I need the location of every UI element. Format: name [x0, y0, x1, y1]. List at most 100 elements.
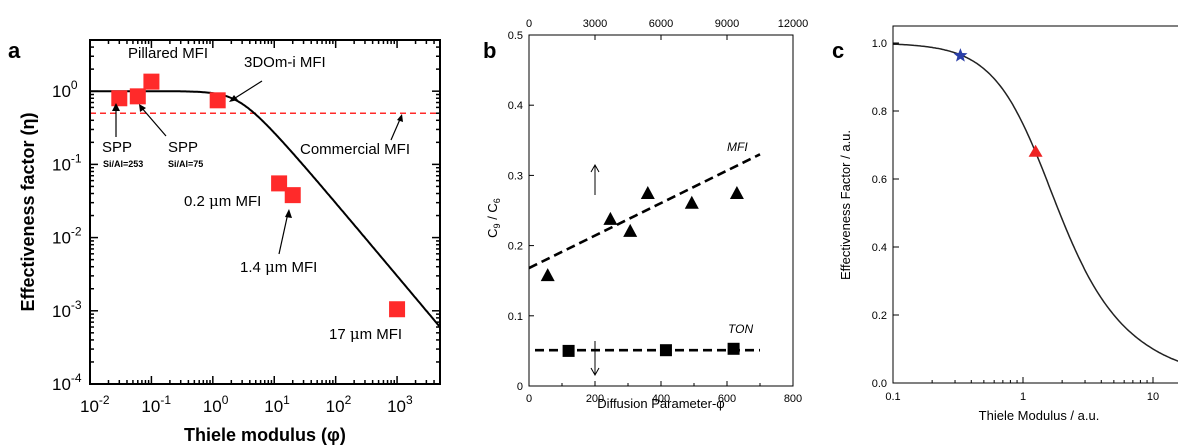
panel-a-y-tick-labels: 10-4 10-3 10-2 10-1 100 [52, 78, 82, 394]
panel-b-x-tick-label: 0 [526, 393, 532, 405]
series-label-mfi: MFI [727, 140, 748, 154]
panel-b-y-tick-label: 0.1 [508, 311, 523, 323]
panel-b-top-tick-label: 6000 [649, 18, 673, 30]
panel-a-y-axis-label: Effectiveness factor (η) [18, 112, 38, 311]
panel-b-top-tick-label: 0 [526, 18, 532, 30]
panel-a-x-tick-label: 101 [264, 393, 290, 416]
panel-a-curve [90, 90, 441, 328]
arrow-spp-2 [140, 106, 167, 137]
panel-a-x-tick-label: 10-1 [141, 393, 171, 416]
panel-a-x-tick-labels: 10-2 10-1 100 101 102 103 [80, 393, 413, 416]
panel-a-y-tick-label: 10-2 [52, 225, 82, 248]
annotation-1-4um: 1.4 μm MFI [240, 258, 317, 276]
annotation-pillared: Pillared MFI [128, 45, 208, 62]
panel-a-points [111, 73, 406, 318]
panel-b-x-axis-label: Diffusion Parameter-φ [597, 396, 724, 411]
series-label-ton: TON [728, 322, 753, 336]
panel-a-letter: a [8, 38, 21, 63]
triangle-marker [1028, 144, 1043, 157]
panel-b-y-tick-label: 0 [517, 381, 523, 393]
panel-b-y-tick-label: 0.3 [508, 170, 523, 182]
panel-b-x-tick-label: 400 [652, 393, 670, 405]
panel-b-y-axis-label: C9 / C6 [485, 198, 502, 238]
panel-c: c 0.1 1 10 0.0 0.2 0.4 0.6 0.8 1.0 Thiele Modulu… [832, 25, 1178, 423]
panel-a-x-tick-label: 10-2 [80, 393, 110, 416]
annotation-spp-2-sub: Si/Al=75 [168, 159, 203, 169]
ton-data-point [562, 344, 575, 357]
panel-c-x-tick-label: 0.1 [885, 391, 900, 403]
panel-c-y-tick-label: 0.4 [872, 242, 887, 254]
panel-a-y-tick-label: 100 [52, 78, 78, 101]
mfi-data-point [640, 185, 655, 199]
panel-a-data-point [271, 175, 288, 192]
ton-data-point [659, 344, 672, 357]
panel-b-x-tick-label: 200 [586, 393, 604, 405]
panel-a-x-axis-label: Thiele modulus (φ) [184, 425, 346, 445]
panel-c-y-tick-label: 0.8 [872, 106, 887, 118]
arrow-commercial [390, 116, 402, 141]
panel-a-data-point [284, 187, 301, 204]
panel-a: a 10-2 10-1 100 101 102 103 10-410-310-210-11… [8, 38, 441, 445]
panel-b-top-tick-label: 12000 [778, 18, 809, 30]
panel-b-top-tick-label: 3000 [583, 18, 607, 30]
panel-a-data-point [111, 90, 128, 107]
panel-a-y-tick-label: 10-1 [52, 151, 82, 174]
panel-c-ticks [892, 42, 1154, 384]
mfi-data-point [729, 185, 744, 199]
panel-c-x-axis-label: Thiele Modulus / a.u. [979, 408, 1100, 423]
arrow-1-4um [278, 212, 289, 255]
mfi-data-point [623, 223, 638, 237]
panel-b-frame [528, 34, 794, 387]
panel-b-x-tick-label: 800 [784, 393, 802, 405]
arrow-down-ton-head [590, 367, 600, 377]
panel-a-x-tick-label: 103 [387, 393, 413, 416]
annotation-spp-1: SPP [102, 139, 132, 156]
panel-b: b 0 200 400 600 800 0 3000 6000 9000 12000 0 0.1 0.2… [483, 18, 808, 411]
arrow-3dom-head [229, 95, 238, 102]
panel-b-y-tick-label: 0.4 [508, 100, 523, 112]
panel-c-y-tick-label: 0.0 [872, 378, 887, 390]
panel-b-y-tick-label: 0.2 [508, 241, 523, 253]
arrow-commercial-head [397, 114, 403, 122]
panel-a-data-point [129, 88, 146, 105]
annotation-3dom: 3DOm-i MFI [244, 54, 326, 71]
panel-c-x-tick-label: 1 [1020, 391, 1026, 403]
panel-b-x-tick-label: 600 [718, 393, 736, 405]
panel-b-points [540, 185, 744, 357]
panel-c-y-tick-label: 0.6 [872, 174, 887, 186]
arrow-3dom [231, 80, 263, 101]
panel-c-curve [892, 43, 1178, 362]
mfi-data-point [540, 268, 555, 282]
panel-a-y-tick-label: 10-3 [52, 298, 82, 321]
panel-c-frame [892, 25, 1178, 384]
panel-b-y-tick-label: 0.5 [508, 30, 523, 42]
panel-a-y-tick-label: 10-4 [52, 371, 82, 394]
annotation-spp-2: SPP [168, 139, 198, 156]
panel-c-markers [953, 48, 1043, 157]
panel-c-y-tick-label: 0.2 [872, 310, 887, 322]
fit-line-mfi [528, 153, 761, 270]
panel-a-x-tick-label: 102 [326, 393, 352, 416]
panel-b-top-tick-label: 9000 [715, 18, 739, 30]
ton-data-point [727, 342, 740, 355]
panel-c-letter: c [832, 38, 844, 63]
panel-b-ticks [528, 34, 794, 387]
arrow-spp-2-head [139, 104, 146, 112]
panel-a-data-point [143, 73, 160, 90]
arrow-1-4um-head [285, 209, 292, 218]
annotation-spp-1-sub: Si/Al=253 [103, 159, 143, 169]
panel-a-x-tick-label: 100 [203, 393, 229, 416]
panel-a-data-point [389, 301, 406, 318]
annotation-17um: 17 μm MFI [329, 325, 402, 343]
star-marker [953, 48, 968, 62]
arrow-up-mfi-head [590, 163, 600, 173]
arrow-spp-1-head [112, 103, 120, 111]
panel-c-tick-labels: 0.1 1 10 0.0 0.2 0.4 0.6 0.8 1.0 [872, 38, 1159, 403]
panel-c-x-tick-label: 10 [1147, 391, 1159, 403]
panel-a-data-point [209, 92, 226, 109]
annotation-0-2um: 0.2 μm MFI [184, 192, 261, 210]
panel-c-y-axis-label: Effectiveness Factor / a.u. [838, 130, 853, 280]
panel-b-letter: b [483, 38, 496, 63]
mfi-data-point [684, 195, 699, 209]
